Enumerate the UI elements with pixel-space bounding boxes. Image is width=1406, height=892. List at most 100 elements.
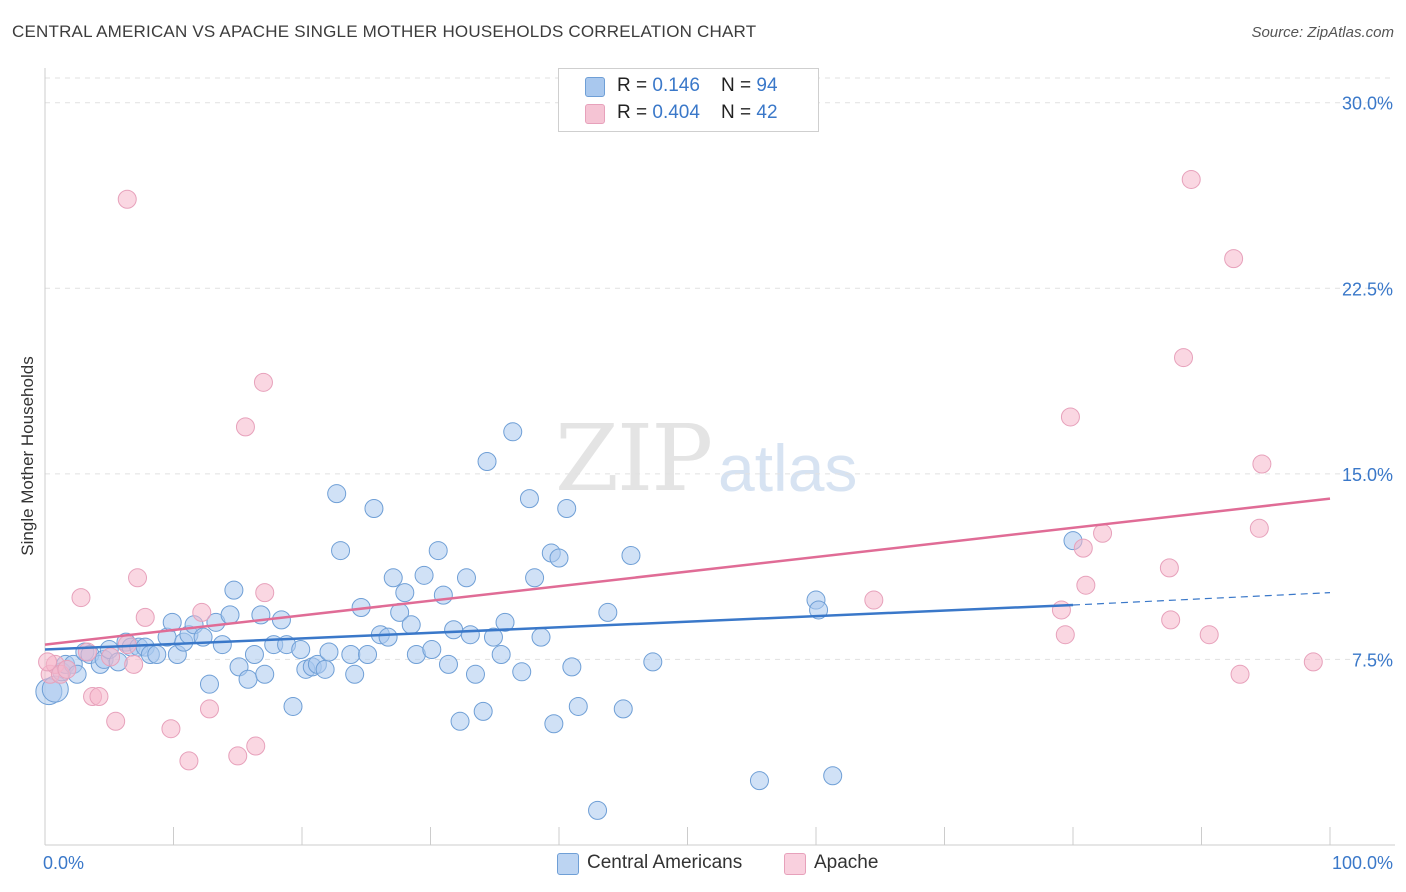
- apache-point: [77, 642, 97, 662]
- apache-point: [1073, 538, 1093, 558]
- central-americans-point: [483, 627, 503, 647]
- apache-point: [228, 746, 248, 766]
- central-americans-point: [224, 580, 244, 600]
- bottom-legend-swatch-blue: [557, 853, 579, 875]
- legend-n-label: N =: [721, 75, 757, 96]
- central-americans-point: [383, 568, 403, 588]
- legend-r-label: R =: [617, 102, 653, 123]
- apache-point: [1199, 625, 1219, 645]
- apache-point: [1076, 575, 1096, 595]
- central-americans-point: [809, 600, 829, 620]
- central-americans-point: [395, 583, 415, 603]
- central-americans-point: [477, 452, 497, 471]
- central-americans-point: [613, 699, 633, 719]
- central-americans-point: [465, 664, 485, 684]
- apache-point: [1303, 652, 1323, 672]
- central-americans-point: [557, 499, 577, 519]
- central-americans-point: [244, 644, 264, 664]
- central-americans-point: [238, 669, 258, 689]
- apache-point: [1055, 625, 1075, 645]
- legend-n-value: 94: [756, 75, 778, 96]
- central-americans-trend-extension: [1072, 592, 1331, 606]
- central-americans-trend-line: [44, 603, 1074, 651]
- central-americans-point: [428, 541, 448, 561]
- apache-trend-line: [44, 497, 1331, 646]
- apache-point: [1181, 169, 1201, 189]
- central-americans-point: [598, 602, 618, 622]
- central-americans-point: [444, 620, 464, 640]
- apache-point: [38, 652, 58, 672]
- watermark-zip: ZIP: [555, 405, 713, 512]
- central-americans-point: [568, 696, 588, 716]
- apache-point: [161, 719, 181, 739]
- central-americans-point: [473, 701, 493, 721]
- apache-point: [1230, 664, 1250, 684]
- apache-point: [101, 647, 121, 667]
- apache-point: [57, 659, 77, 679]
- central-americans-point: [588, 800, 608, 820]
- source-label: Source: ZipAtlas.com: [1251, 24, 1394, 41]
- apache-point: [1174, 348, 1194, 368]
- central-americans-point: [549, 548, 569, 568]
- apache-point: [235, 417, 255, 437]
- central-americans-point: [147, 644, 167, 664]
- apache-point: [71, 588, 91, 608]
- legend-r-value: 0.146: [652, 75, 700, 96]
- y-tick-label: 7.5%: [1352, 650, 1393, 670]
- central-americans-point: [199, 674, 219, 694]
- central-americans-point: [495, 612, 515, 632]
- y-tick-label: 22.5%: [1342, 279, 1393, 299]
- chart-title: CENTRAL AMERICAN VS APACHE SINGLE MOTHER…: [12, 22, 757, 41]
- central-americans-point: [327, 484, 347, 504]
- central-americans-point: [212, 635, 232, 655]
- central-americans-point: [512, 662, 532, 682]
- central-americans-point: [643, 652, 663, 672]
- apache-point: [246, 736, 266, 756]
- apache-point: [1224, 249, 1244, 269]
- apache-point: [864, 590, 884, 610]
- central-americans-point: [503, 422, 523, 442]
- apache-point: [117, 189, 137, 209]
- central-americans-point: [544, 714, 564, 734]
- central-americans-point: [315, 659, 335, 679]
- central-americans-point: [531, 627, 551, 647]
- central-americans-point: [271, 610, 291, 630]
- central-americans-point: [345, 664, 365, 684]
- legend-swatch-pink: [585, 104, 605, 124]
- legend-r-label: R =: [617, 75, 653, 96]
- central-americans-point: [220, 605, 240, 625]
- apache-point: [128, 568, 148, 588]
- central-americans-point: [331, 541, 351, 561]
- apache-point: [199, 699, 219, 719]
- correlation-legend: R = 0.146 N = 94 R = 0.404 N = 42: [558, 68, 819, 132]
- bottom-legend-apache: Apache: [784, 851, 904, 877]
- legend-swatch-blue: [585, 77, 605, 97]
- central-americans-point: [491, 644, 511, 664]
- apache-point: [1252, 454, 1272, 474]
- central-americans-point: [438, 654, 458, 674]
- central-americans-point: [823, 766, 843, 786]
- central-americans-point: [255, 664, 275, 684]
- bottom-legend-swatch-pink: [784, 853, 806, 875]
- legend-n-value: 42: [756, 102, 778, 123]
- apache-point: [135, 607, 155, 627]
- central-americans-point: [319, 642, 339, 662]
- central-americans-point: [422, 640, 442, 660]
- apache-point: [1249, 518, 1269, 538]
- apache-point: [124, 654, 144, 674]
- central-americans-point: [562, 657, 582, 677]
- apache-point: [89, 687, 109, 707]
- central-americans-point: [519, 489, 539, 509]
- bottom-legend-label: Central Americans: [587, 852, 743, 873]
- apache-point: [1051, 600, 1071, 620]
- y-tick-label: 30.0%: [1342, 94, 1393, 114]
- central-americans-point: [401, 615, 421, 635]
- legend-r-value: 0.404: [652, 102, 700, 123]
- bottom-legend-label: Apache: [814, 852, 879, 873]
- central-americans-point: [749, 771, 769, 791]
- apache-point: [1161, 610, 1181, 630]
- bottom-legend-central-americans: Central Americans: [557, 851, 757, 877]
- central-americans-point: [456, 568, 476, 588]
- apache-point: [192, 602, 212, 622]
